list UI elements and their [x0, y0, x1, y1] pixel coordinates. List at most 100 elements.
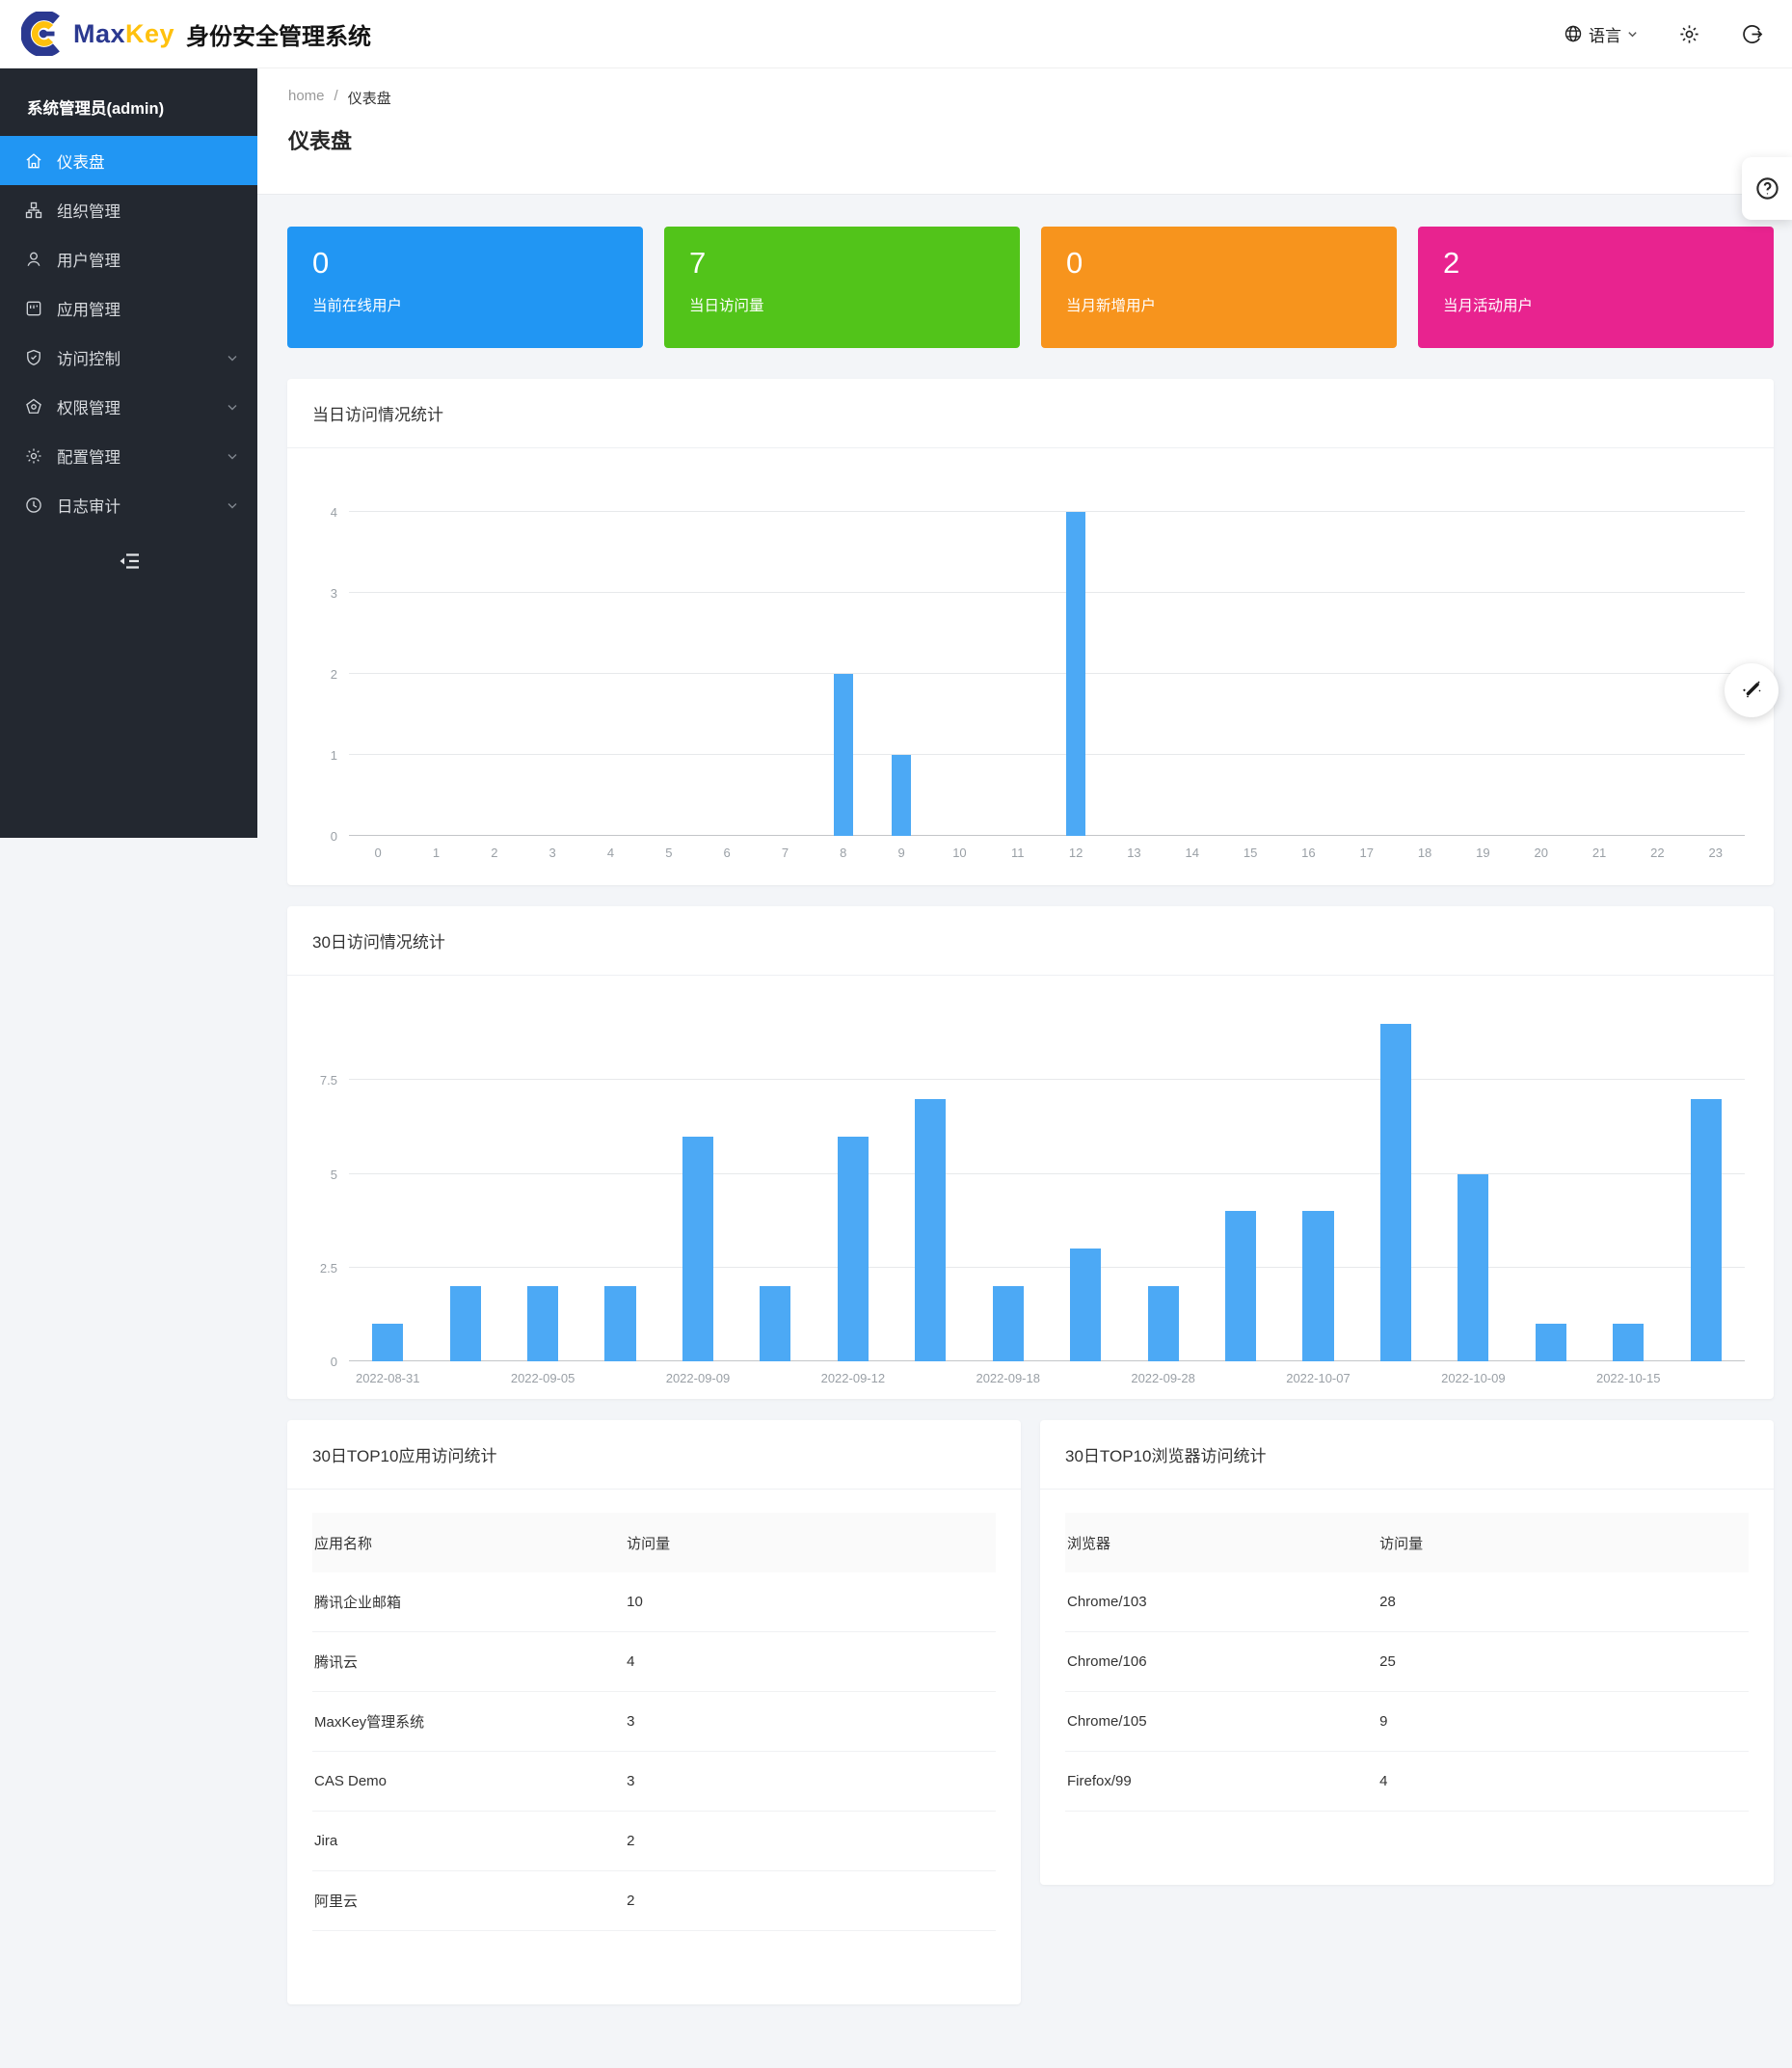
bar-slot	[1047, 1024, 1124, 1361]
x-axis-tick-label: 16	[1301, 846, 1316, 860]
x-axis-tick-label: 0	[374, 846, 382, 860]
bar-slot	[1338, 512, 1396, 836]
cell-name: MaxKey管理系统	[314, 1714, 425, 1731]
table-row: 阿里云 2	[312, 1871, 996, 1931]
x-axis-tick-label	[1047, 1371, 1124, 1385]
settings-button[interactable]	[1678, 23, 1700, 45]
menu-fold-icon	[117, 549, 142, 574]
maxkey-logo	[21, 12, 66, 56]
brand: Max Key 身份安全管理系统	[21, 12, 371, 56]
bar	[527, 1286, 559, 1361]
sidebar-item-organizations[interactable]: 组织管理	[0, 185, 257, 234]
y-axis-tick-label: 5	[330, 1167, 337, 1182]
x-axis-tick-label: 2022-08-31	[355, 1371, 420, 1385]
x-axis-tick-label: 21	[1591, 846, 1607, 860]
bar-slot	[523, 512, 581, 836]
sidebar-item-access-control[interactable]: 访问控制	[0, 333, 257, 382]
hourly-visits-chart: 0 1 2 3 4 0 1 2 3 4 5 6 7 8 9 10 11 12 13 14 15 16 17 18 19 20 21 2…	[287, 448, 1774, 885]
sidebar-item-permissions[interactable]: 权限管理	[0, 382, 257, 431]
stats-row: 0 当前在线用户 7 当日访问量 0 当月新增用户 2 当月活动用户	[287, 227, 1774, 348]
bar	[682, 1136, 714, 1361]
panel-30day-visits: 30日访问情况统计 0 2.5 5 7.5 2022-08-31 2022-09-05 20…	[287, 906, 1774, 1399]
x-axis-tick-label: 4	[606, 846, 615, 860]
sidebar-item-dashboard[interactable]: 仪表盘	[0, 136, 257, 185]
gridline	[349, 592, 1745, 593]
language-menu[interactable]: 语言	[1564, 22, 1638, 46]
cell-value: 10	[627, 1594, 643, 1610]
sidebar-item-users[interactable]: 用户管理	[0, 234, 257, 283]
panel-title: 30日TOP10浏览器访问统计	[1040, 1420, 1774, 1490]
gear-icon	[1678, 23, 1700, 45]
question-circle-icon	[1754, 175, 1780, 201]
sidebar-item-applications[interactable]: 应用管理	[0, 283, 257, 333]
sidebar-item-audit-logs[interactable]: 日志审计	[0, 480, 257, 529]
theme-switch-button[interactable]	[1725, 663, 1779, 717]
gridline	[349, 835, 1745, 836]
bar-slot	[1221, 512, 1279, 836]
bar-slot	[815, 1024, 892, 1361]
bar	[837, 1136, 869, 1361]
x-axis-tick-label: 6	[723, 846, 731, 860]
panel-hourly-visits: 当日访问情况统计 0 1 2 3 4 0 1 2 3 4 5 6 7 8 9 10 11 12 13 14 15 16 17…	[287, 379, 1774, 885]
bar-slot	[504, 1024, 581, 1361]
panel-title: 当日访问情况统计	[287, 379, 1774, 448]
help-button[interactable]	[1742, 157, 1792, 220]
clock-icon	[24, 496, 43, 515]
table-header-row: 浏览器 访问量	[1065, 1513, 1749, 1572]
sidebar: 系统管理员(admin) 仪表盘 组织管理 用户管理 应用管理 访问控制	[0, 68, 257, 838]
bar	[1224, 1211, 1257, 1361]
x-axis-tick-label: 1	[432, 846, 441, 860]
bar-slot	[349, 512, 407, 836]
bar-slot	[1105, 512, 1163, 836]
bar	[1535, 1324, 1566, 1361]
bar	[604, 1286, 636, 1361]
column-header: 应用名称	[314, 1535, 373, 1552]
x-axis-tick-label: 2022-09-12	[820, 1371, 886, 1385]
x-axis-tick-label: 2022-09-05	[510, 1371, 575, 1385]
x-axis-tick-label	[426, 1371, 503, 1385]
gridline	[349, 1079, 1745, 1081]
x-axis-tick-label: 5	[665, 846, 673, 860]
bar-slot	[1279, 512, 1337, 836]
x-axis-labels: 2022-08-31 2022-09-05 2022-09-09 2022-09-12…	[349, 1371, 1745, 1385]
table-row: Chrome/103 28	[1065, 1572, 1749, 1632]
x-axis-tick-label: 22	[1650, 846, 1665, 860]
panel-top-browsers: 30日TOP10浏览器访问统计 浏览器 访问量 Chrome/103 28 Chrome…	[1040, 1420, 1774, 1885]
magic-wand-icon	[1738, 677, 1765, 704]
cell-value: 9	[1379, 1713, 1388, 1730]
x-axis-tick-label: 2022-09-18	[976, 1371, 1040, 1385]
bar	[760, 1286, 791, 1361]
cell-name: CAS Demo	[314, 1773, 388, 1789]
bars-layer	[349, 1024, 1745, 1361]
breadcrumb-home[interactable]: home	[288, 88, 325, 104]
bar-slot	[989, 512, 1047, 836]
app-icon	[24, 299, 43, 318]
logout-button[interactable]	[1741, 23, 1763, 45]
x-axis-tick-label: 14	[1185, 846, 1199, 860]
sidebar-collapse-button[interactable]	[117, 549, 142, 574]
panel-top-apps: 30日TOP10应用访问统计 应用名称 访问量 腾讯企业邮箱 10 腾讯云 4 MaxKey…	[287, 1420, 1021, 2004]
logout-icon	[1741, 23, 1763, 45]
stat-value: 0	[1066, 246, 1083, 280]
breadcrumb: home / 仪表盘	[288, 88, 1761, 108]
cell-value: 3	[627, 1713, 635, 1730]
table-row: Chrome/106 25	[1065, 1632, 1749, 1692]
gear-icon	[24, 446, 43, 466]
x-axis-tick-label: 15	[1243, 846, 1258, 860]
monthly-visits-chart: 0 2.5 5 7.5 2022-08-31 2022-09-05 2022-09-09 20…	[287, 976, 1774, 1399]
stat-card-daily-visits: 7 当日访问量	[664, 227, 1020, 348]
stat-label: 当前在线用户	[312, 297, 403, 314]
table-row: Firefox/99 4	[1065, 1752, 1749, 1812]
gridline	[349, 1266, 1745, 1268]
bar	[1458, 1173, 1489, 1361]
x-axis-tick-label: 2	[491, 846, 498, 860]
x-axis-tick-label: 7	[781, 846, 789, 860]
column-header: 访问量	[1379, 1535, 1424, 1552]
x-axis-tick-label: 10	[952, 846, 967, 860]
bar-slot	[1163, 512, 1221, 836]
bar	[992, 1286, 1024, 1361]
sidebar-item-configuration[interactable]: 配置管理	[0, 431, 257, 480]
cell-name: 腾讯云	[314, 1654, 359, 1671]
x-axis-tick-label: 8	[840, 846, 847, 860]
x-axis-tick-label: 3	[548, 846, 556, 860]
